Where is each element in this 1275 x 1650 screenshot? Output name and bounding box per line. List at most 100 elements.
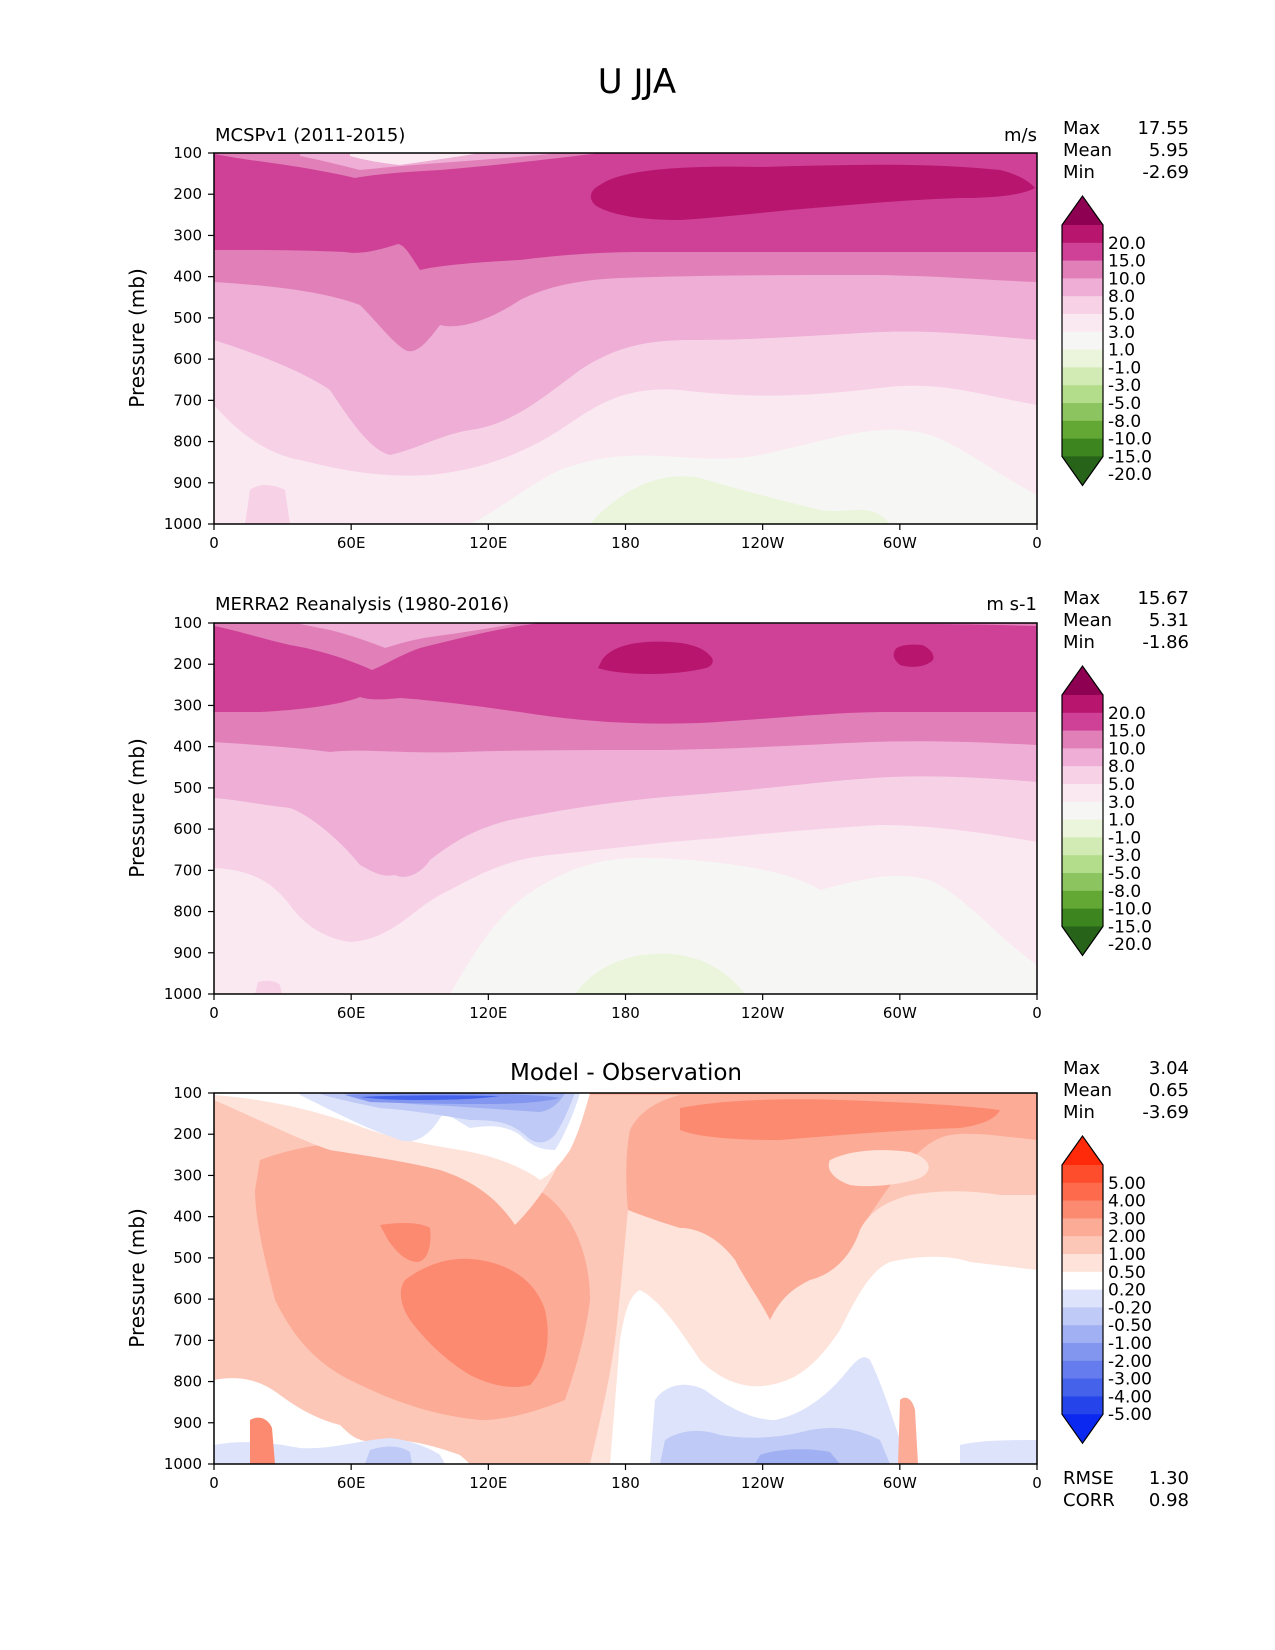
x-tick-label: 0	[209, 1004, 219, 1022]
y-axis-label: Pressure (mb)	[125, 1208, 149, 1348]
colorbar-swatch	[1062, 784, 1103, 803]
y-tick-label: 200	[173, 1125, 202, 1143]
colorbar-swatch	[1062, 730, 1103, 749]
colorbar-tick-label: 15.0	[1108, 722, 1146, 742]
colorbar-tick-label: -5.0	[1108, 394, 1141, 414]
colorbar-tick-label: -0.20	[1108, 1298, 1152, 1318]
colorbar-outline	[1061, 194, 1104, 487]
y-tick-label: 200	[173, 655, 202, 673]
colorbar-swatch	[1062, 278, 1103, 297]
colorbar-tick-label: 0.50	[1108, 1263, 1146, 1283]
x-tick-label: 120W	[741, 534, 785, 552]
colorbar-swatch	[1062, 367, 1103, 386]
x-tick-label: 120E	[469, 1474, 507, 1492]
y-tick-label: 900	[173, 944, 202, 962]
y-tick-label: 600	[173, 1290, 202, 1308]
colorbar-swatch	[1062, 1254, 1103, 1273]
axis-ticks: 0 60E 120E 180 120W 60W 0 100 200 300 400 500 600 700…	[164, 144, 1042, 552]
colorbar-tick-label: 4.00	[1108, 1192, 1146, 1212]
colorbar-tick-label: -3.0	[1108, 376, 1141, 396]
y-tick-label: 100	[173, 614, 202, 632]
colorbar-swatch	[1062, 260, 1103, 279]
stats-box: Max 15.67 Mean 5.31 Min -1.86	[1063, 588, 1189, 653]
y-axis-label: Pressure (mb)	[125, 268, 149, 408]
colorbar-swatch	[1062, 873, 1103, 892]
colorbar-swatch	[1062, 819, 1103, 838]
y-tick-label: 700	[173, 1331, 202, 1349]
x-tick-label: 60W	[883, 1004, 917, 1022]
y-tick-label: 700	[173, 861, 202, 879]
y-tick-label: 300	[173, 226, 202, 244]
y-tick-label: 1000	[164, 1455, 202, 1473]
colorbar-swatch	[1062, 403, 1103, 422]
colorbar-tick-label: -15.0	[1108, 917, 1152, 937]
colorbar-swatch	[1062, 1396, 1103, 1415]
x-tick-label: 0	[209, 534, 219, 552]
colorbar-swatch	[1062, 196, 1103, 225]
contour-band	[893, 644, 934, 667]
colorbar-swatch	[1062, 1343, 1103, 1362]
colorbar-tick-label: 2.00	[1108, 1227, 1146, 1247]
stats-box: Max 17.55 Mean 5.95 Min -2.69	[1063, 118, 1189, 183]
colorbar-swatch	[1062, 1200, 1103, 1219]
units-label: m s-1	[986, 594, 1037, 615]
colorbar-swatch	[1062, 1182, 1103, 1202]
y-tick-label: 1000	[164, 985, 202, 1003]
colorbar: 20.015.010.08.05.03.01.0-1.0-3.0-5.0-8.0…	[1061, 664, 1152, 957]
colorbar-tick-label: -20.0	[1108, 935, 1152, 955]
y-tick-label: 500	[173, 779, 202, 797]
colorbar-outline	[1061, 1134, 1104, 1445]
colorbar-swatch	[1062, 1378, 1103, 1397]
y-tick-label: 100	[173, 144, 202, 162]
colorbar-tick-label: 10.0	[1108, 269, 1146, 289]
colorbar-tick-label: -4.00	[1108, 1387, 1152, 1407]
colorbar-tick-label: -3.0	[1108, 846, 1141, 866]
stat-value: 15.67	[1137, 588, 1189, 609]
contour-band	[590, 164, 1035, 220]
contour-band	[250, 1417, 275, 1464]
contour-band	[214, 1093, 1037, 1320]
colorbar-swatch	[1062, 1136, 1103, 1165]
colorbar-swatch	[1062, 695, 1103, 714]
colorbar-swatch	[1062, 1325, 1103, 1344]
stat-value: 5.95	[1149, 140, 1189, 161]
stat-value: 17.55	[1137, 118, 1189, 139]
x-tick-label: 120E	[469, 534, 507, 552]
colorbar-tick-label: 5.00	[1108, 1174, 1146, 1194]
colorbar-swatch	[1062, 1414, 1103, 1444]
colorbar-swatch	[1062, 890, 1103, 910]
colorbar-tick-label: -2.00	[1108, 1352, 1152, 1372]
colorbar-swatch	[1062, 438, 1103, 457]
axis-ticks: 0 60E 120E 180 120W 60W 0 100 200 300 400 500 600 700…	[164, 614, 1042, 1022]
contour-band	[960, 1440, 1037, 1464]
colorbar-tick-label: 15.0	[1108, 252, 1146, 272]
stat-label: Min	[1063, 632, 1095, 653]
contour-band	[300, 623, 520, 648]
colorbar-swatch	[1062, 666, 1103, 695]
contour-band	[680, 1099, 1000, 1140]
axis-ticks: 0 60E 120E 180 120W 60W 0 100 200 300 400 500 600 700…	[164, 1084, 1042, 1492]
colorbar-swatch	[1062, 1307, 1103, 1326]
y-tick-label: 400	[173, 268, 202, 286]
colorbar-tick-label: -10.0	[1108, 430, 1152, 450]
colorbar-tick-label: 1.00	[1108, 1245, 1146, 1265]
y-axis-label: Pressure (mb)	[125, 738, 149, 878]
contour-band	[755, 1449, 840, 1464]
contour-field	[214, 623, 1037, 994]
contour-band	[598, 641, 713, 674]
panel-model: 0 60E 120E 180 120W 60W 0 100 200 300 400 500 600 700…	[125, 118, 1189, 552]
colorbar-tick-label: 20.0	[1108, 234, 1146, 254]
colorbar-tick-label: 3.00	[1108, 1209, 1146, 1229]
y-tick-label: 700	[173, 391, 202, 409]
colorbar-tick-label: 8.0	[1108, 287, 1135, 307]
colorbar-swatch	[1062, 1289, 1103, 1308]
contour-band	[255, 980, 282, 994]
x-tick-label: 60E	[337, 1474, 366, 1492]
x-tick-label: 120E	[469, 1004, 507, 1022]
colorbar-tick-label: -1.0	[1108, 358, 1141, 378]
y-tick-label: 500	[173, 1249, 202, 1267]
panel-title: MCSPv1 (2011-2015)	[215, 125, 405, 146]
stat-value: 0.65	[1149, 1080, 1189, 1101]
y-tick-label: 900	[173, 1414, 202, 1432]
y-tick-label: 300	[173, 1166, 202, 1184]
